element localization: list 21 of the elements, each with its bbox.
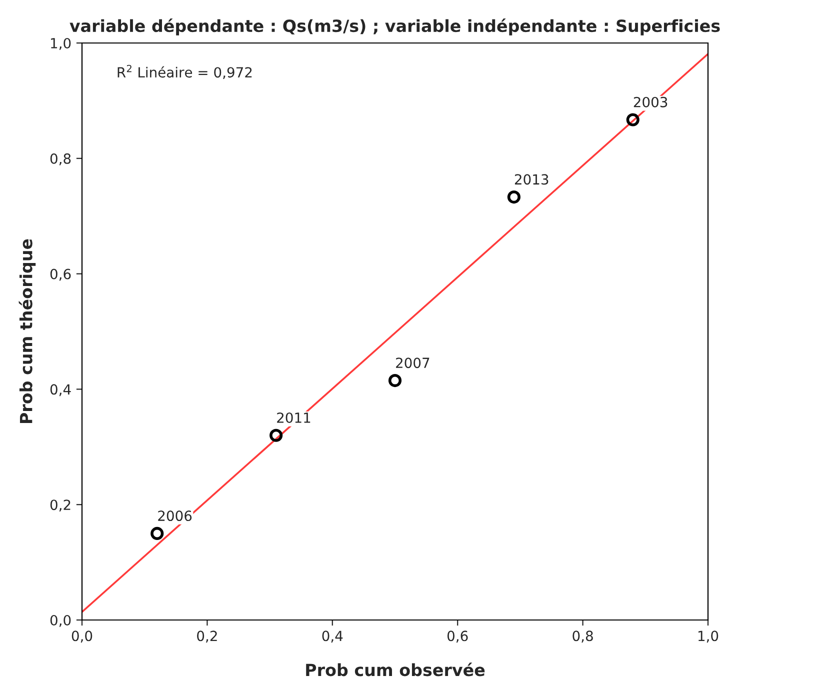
annotation: R$^{2}$ Linéaire = 0,972 xyxy=(118,64,252,80)
y-tick-label: 0,0 xyxy=(50,614,71,627)
y-tick-label: 0,4 xyxy=(50,384,71,396)
y-axis-title: Prob cum théorique xyxy=(18,239,36,424)
annotation: 2013 xyxy=(514,174,548,185)
x-tick-label: 1,0 xyxy=(698,630,718,643)
y-tick-label: 0,8 xyxy=(50,153,71,166)
annotation: 2007 xyxy=(396,358,430,368)
y-tick-label: 0,2 xyxy=(50,500,70,512)
x-axis-title: Prob cum observée xyxy=(306,662,485,676)
y-tick-label: 1,0 xyxy=(51,38,71,50)
annotation: 2006 xyxy=(158,510,192,522)
chart-title: variable dépendante : Qs(m3/s) ; variable indépendante : Superficies xyxy=(70,18,720,36)
annotation: 2003 xyxy=(634,96,668,108)
annotation: 2011 xyxy=(277,412,310,423)
y-tick-label: 0,6 xyxy=(50,268,71,281)
x-tick-label: 0,4 xyxy=(322,630,343,643)
x-tick-label: 0,2 xyxy=(197,630,217,643)
x-tick-label: 0,6 xyxy=(447,630,468,643)
x-tick-label: 0,8 xyxy=(572,630,593,643)
x-tick-label: 0,0 xyxy=(72,630,92,643)
